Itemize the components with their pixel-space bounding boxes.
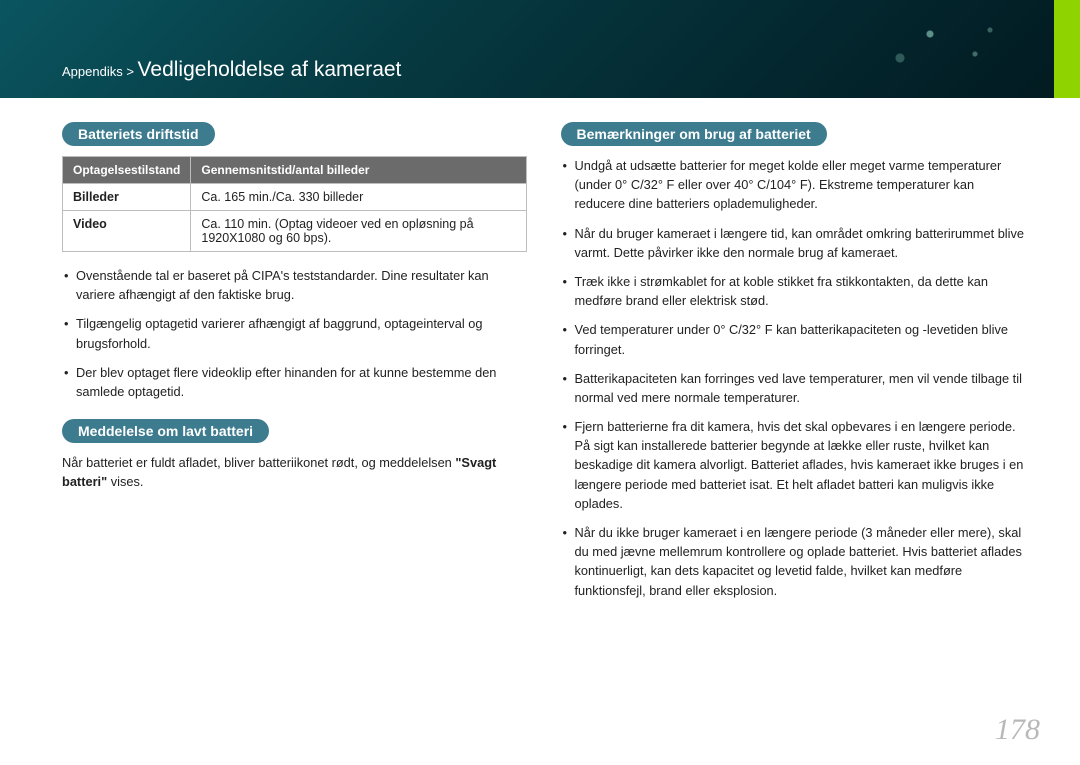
row-value: Ca. 165 min./Ca. 330 billeder (191, 184, 526, 211)
section-heading-battery-life: Batteriets driftstid (62, 122, 215, 146)
row-value: Ca. 110 min. (Optag videoer ved en opløs… (191, 211, 526, 252)
text-fragment: Når batteriet er fuldt afladet, bliver b… (62, 455, 455, 470)
breadcrumb: Appendiks > Vedligeholdelse af kameraet (62, 58, 401, 82)
table-row: Billeder Ca. 165 min./Ca. 330 billeder (63, 184, 527, 211)
right-column: Bemærkninger om brug af batteriet Undgå … (561, 122, 1026, 618)
battery-life-table: Optagelsestilstand Gennemsnitstid/antal … (62, 156, 527, 252)
table-header-mode: Optagelsestilstand (63, 157, 191, 184)
text-fragment: vises. (107, 474, 143, 489)
row-label: Video (63, 211, 191, 252)
left-column: Batteriets driftstid Optagelsestilstand … (62, 122, 527, 618)
table-row: Video Ca. 110 min. (Optag videoer ved en… (63, 211, 527, 252)
list-item: Batterikapaciteten kan forringes ved lav… (561, 369, 1026, 407)
table-header-avg: Gennemsnitstid/antal billeder (191, 157, 526, 184)
list-item: Tilgængelig optagetid varierer afhængigt… (62, 314, 527, 352)
breadcrumb-parent: Appendiks > (62, 64, 134, 79)
list-item: Undgå at udsætte batterier for meget kol… (561, 156, 1026, 214)
list-item: Træk ikke i strømkablet for at koble sti… (561, 272, 1026, 310)
list-item: Når du ikke bruger kameraet i en længere… (561, 523, 1026, 600)
page-number: 178 (995, 713, 1040, 747)
list-item: Ovenstående tal er baseret på CIPA's tes… (62, 266, 527, 304)
page-title: Vedligeholdelse af kameraet (138, 58, 402, 81)
header-accent-stripe (1054, 0, 1080, 98)
section-heading-battery-remarks: Bemærkninger om brug af batteriet (561, 122, 827, 146)
battery-remarks-list: Undgå at udsætte batterier for meget kol… (561, 156, 1026, 600)
list-item: Når du bruger kameraet i længere tid, ka… (561, 224, 1026, 262)
list-item: Fjern batterierne fra dit kamera, hvis d… (561, 417, 1026, 513)
battery-life-notes: Ovenstående tal er baseret på CIPA's tes… (62, 266, 527, 401)
section-heading-low-battery: Meddelelse om lavt batteri (62, 419, 269, 443)
page-header: Appendiks > Vedligeholdelse af kameraet (0, 0, 1080, 98)
page-content: Batteriets driftstid Optagelsestilstand … (0, 98, 1080, 618)
low-battery-text: Når batteriet er fuldt afladet, bliver b… (62, 453, 527, 491)
list-item: Ved temperaturer under 0° C/32° F kan ba… (561, 320, 1026, 358)
list-item: Der blev optaget flere videoklip efter h… (62, 363, 527, 401)
row-label: Billeder (63, 184, 191, 211)
